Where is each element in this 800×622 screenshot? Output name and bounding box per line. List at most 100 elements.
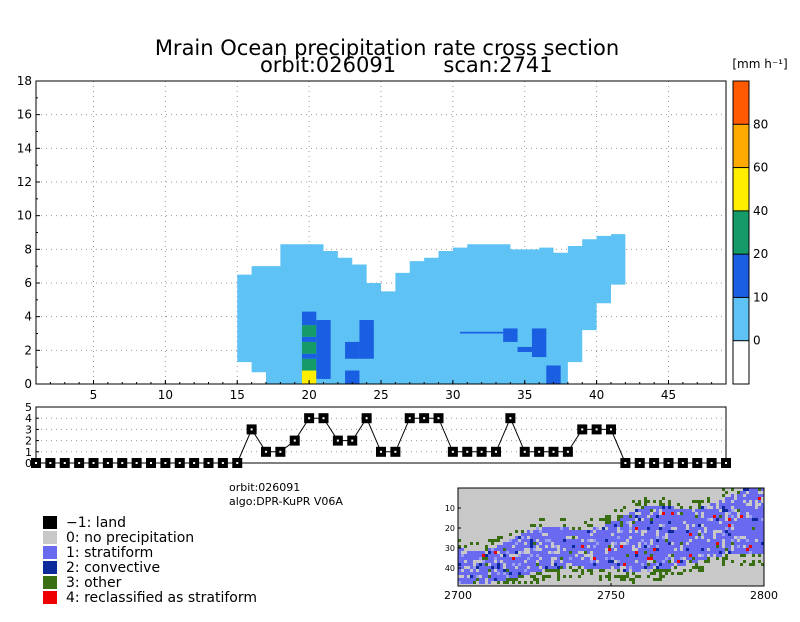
map-cell xyxy=(599,563,602,566)
map-cell xyxy=(716,515,719,518)
map-cell xyxy=(581,545,584,548)
map-cell xyxy=(530,524,533,527)
map-cell xyxy=(665,518,668,521)
map-cell xyxy=(602,545,605,548)
map-cell xyxy=(674,560,677,563)
map-cell xyxy=(761,503,764,506)
map-cell xyxy=(569,530,572,533)
map-cell xyxy=(572,551,575,554)
map-cell xyxy=(656,554,659,557)
map-cell xyxy=(548,566,551,569)
map-cell xyxy=(755,491,758,494)
map-cell xyxy=(719,518,722,521)
map-cell xyxy=(713,542,716,545)
map-cell xyxy=(707,530,710,533)
map-cell xyxy=(722,536,725,539)
map-cell xyxy=(686,539,689,542)
map-cell xyxy=(590,524,593,527)
map-cell xyxy=(629,512,632,515)
map-cell xyxy=(677,521,680,524)
map-cell xyxy=(533,551,536,554)
x-tick-label: 35 xyxy=(517,388,532,402)
map-cell xyxy=(719,512,722,515)
map-cell xyxy=(524,536,527,539)
map-cell xyxy=(587,539,590,542)
map-cell xyxy=(749,509,752,512)
colorbar-label: 20 xyxy=(753,247,768,261)
map-cell xyxy=(755,548,758,551)
map-cell xyxy=(635,533,638,536)
map-cell xyxy=(482,563,485,566)
map-cell xyxy=(653,536,656,539)
map-cell xyxy=(533,569,536,572)
map-cell xyxy=(626,536,629,539)
map-cell xyxy=(464,563,467,566)
map-cell xyxy=(728,521,731,524)
map-cell xyxy=(581,560,584,563)
map-cell xyxy=(518,581,521,584)
map-cell xyxy=(557,530,560,533)
map-cell xyxy=(710,542,713,545)
map-cell xyxy=(680,518,683,521)
map-cell xyxy=(734,545,737,548)
map-cell xyxy=(758,518,761,521)
map-cell xyxy=(476,572,479,575)
map-cell xyxy=(464,581,467,584)
map-cell xyxy=(719,527,722,530)
map-cell xyxy=(743,551,746,554)
map-cell xyxy=(659,578,662,581)
map-cell xyxy=(521,569,524,572)
map-cell xyxy=(560,542,563,545)
map-cell xyxy=(560,548,563,551)
map-cell xyxy=(614,536,617,539)
map-cell xyxy=(665,542,668,545)
map-cell xyxy=(668,566,671,569)
map-cell xyxy=(677,527,680,530)
map-cell xyxy=(503,569,506,572)
map-cell xyxy=(689,515,692,518)
map-cell xyxy=(749,512,752,515)
map-cell xyxy=(668,515,671,518)
map-cell xyxy=(740,563,743,566)
map-cell xyxy=(554,536,557,539)
map-cell xyxy=(590,542,593,545)
map-cell xyxy=(689,569,692,572)
map-cell xyxy=(704,506,707,509)
map-cell xyxy=(533,533,536,536)
map-cell xyxy=(686,545,689,548)
map-cell xyxy=(728,548,731,551)
map-cell xyxy=(605,545,608,548)
map-cell xyxy=(716,548,719,551)
map-cell xyxy=(590,566,593,569)
map-cell xyxy=(473,575,476,578)
map-cell xyxy=(545,536,548,539)
strip-y-tick-label: 1 xyxy=(25,446,32,459)
map-cell xyxy=(542,578,545,581)
map-cell xyxy=(701,569,704,572)
map-cell xyxy=(716,542,719,545)
map-cell xyxy=(626,569,629,572)
strip-marker-dot xyxy=(178,462,181,464)
map-cell xyxy=(602,533,605,536)
map-cell xyxy=(653,500,656,503)
map-cell xyxy=(740,524,743,527)
map-cell xyxy=(590,518,593,521)
map-cell xyxy=(461,566,464,569)
map-cell xyxy=(536,578,539,581)
map-cell xyxy=(746,530,749,533)
map-cell xyxy=(671,533,674,536)
map-cell xyxy=(746,551,749,554)
map-cell xyxy=(752,503,755,506)
map-cell xyxy=(668,509,671,512)
map-cell xyxy=(521,530,524,533)
map-cell xyxy=(644,545,647,548)
legend-label: 2: convective xyxy=(66,560,160,576)
map-cell xyxy=(728,545,731,548)
map-cell xyxy=(626,521,629,524)
map-cell xyxy=(692,515,695,518)
map-cell xyxy=(653,527,656,530)
map-cell xyxy=(701,500,704,503)
map-cell xyxy=(554,533,557,536)
map-cell xyxy=(497,539,500,542)
